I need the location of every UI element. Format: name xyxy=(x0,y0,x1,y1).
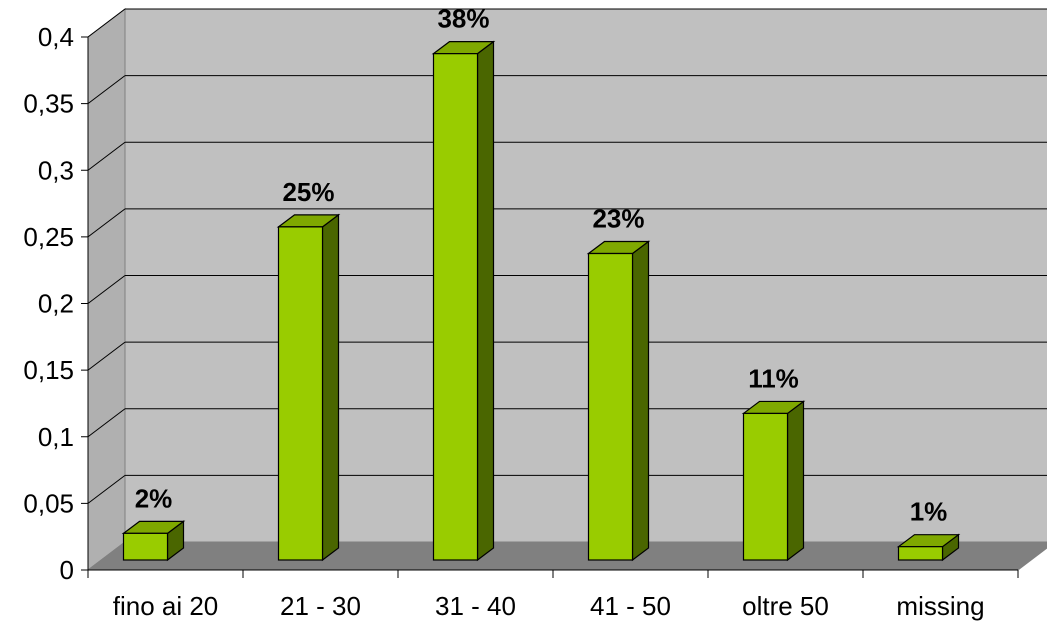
bar xyxy=(121,520,186,562)
axes: 0 0,05 0,1 0,15 0,2 0,25 0,3 0,35 0,4 fino ai 20 2… xyxy=(23,22,1019,621)
bars xyxy=(121,40,961,562)
gridline-side xyxy=(87,341,126,371)
bar-front xyxy=(742,412,789,561)
gridline-side xyxy=(87,141,126,171)
x-tick-label: oltre 50 xyxy=(742,591,829,621)
bar xyxy=(896,533,961,562)
gridline-side xyxy=(87,8,126,38)
y-tick-label: 0,35 xyxy=(23,89,74,119)
y-tick-label: 0,3 xyxy=(38,155,74,185)
y-tick-label: 0,2 xyxy=(38,289,74,319)
y-tick-label: 0,25 xyxy=(23,222,74,252)
y-tick-label: 0,05 xyxy=(23,488,74,518)
bar-side xyxy=(321,213,340,562)
bar xyxy=(276,213,341,562)
bar-front xyxy=(122,532,169,561)
gridline-side xyxy=(87,275,126,304)
y-tick-label: 0,4 xyxy=(38,22,74,52)
bar-front xyxy=(277,226,324,561)
labels: 2% 25% 38% 23% 11% 1% xyxy=(135,4,948,527)
gridline-side xyxy=(87,75,126,105)
bar-side xyxy=(476,40,495,562)
x-tick-label: 41 - 50 xyxy=(590,591,671,621)
gridline-side xyxy=(87,208,126,238)
y-tick-label: 0 xyxy=(60,555,74,585)
bar-side xyxy=(786,400,805,562)
bar xyxy=(431,40,496,562)
x-tick-label: missing xyxy=(896,591,984,621)
y-tick-label: 0,15 xyxy=(23,355,74,385)
data-label: 25% xyxy=(282,177,334,207)
bar-side xyxy=(631,240,650,562)
bar-front xyxy=(432,53,479,561)
bar xyxy=(586,240,651,562)
data-label: 11% xyxy=(748,363,799,393)
x-tick-label: fino ai 20 xyxy=(113,591,219,621)
y-tick-label: 0,1 xyxy=(38,422,74,452)
gridline-side xyxy=(87,408,126,438)
data-label: 23% xyxy=(592,204,644,234)
data-label: 2% xyxy=(135,483,173,513)
gridline-side xyxy=(87,474,126,504)
bar-front xyxy=(897,546,944,561)
x-tick-label: 31 - 40 xyxy=(435,591,516,621)
chart-walls xyxy=(87,7,1047,572)
data-label: 38% xyxy=(437,4,489,34)
bar-front xyxy=(587,252,634,561)
x-tick-label: 21 - 30 xyxy=(280,591,361,621)
bar xyxy=(741,400,806,562)
data-label: 1% xyxy=(910,497,948,527)
